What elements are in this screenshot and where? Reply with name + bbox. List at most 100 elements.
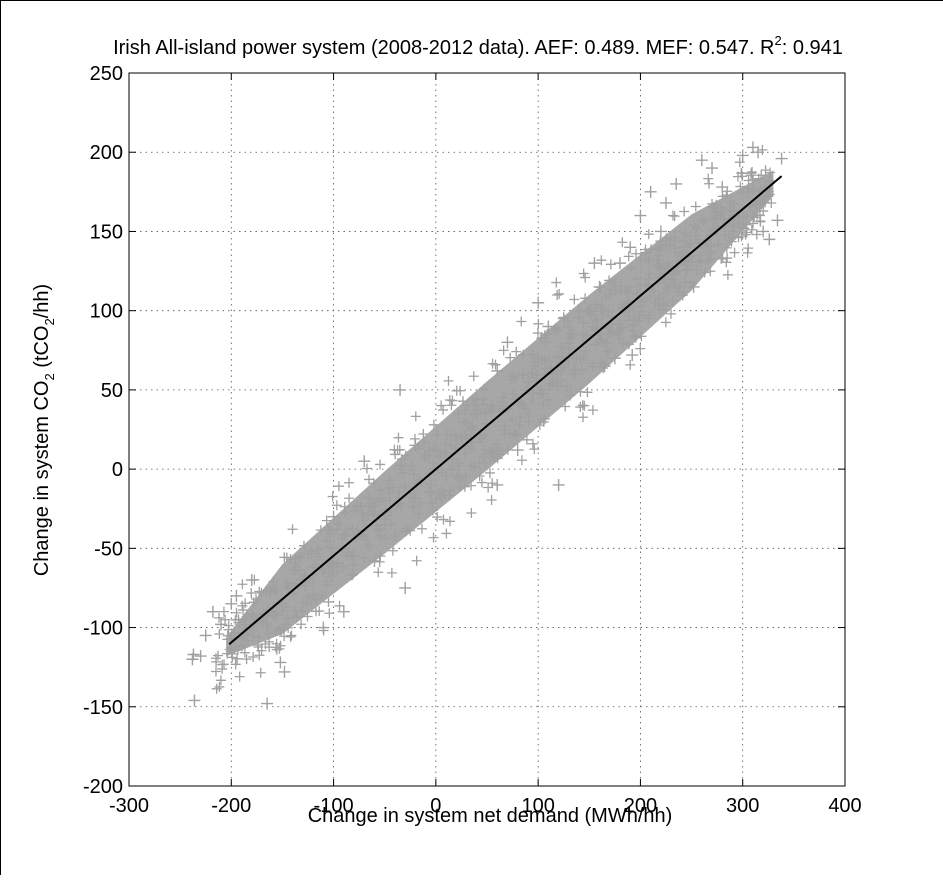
scatter-filler-marker (578, 268, 589, 279)
scatter-filler-marker (694, 255, 705, 266)
scatter-filler-marker (416, 523, 427, 534)
scatter-filler-marker (458, 396, 468, 407)
scatter-filler-marker (628, 302, 639, 313)
scatter-filler-marker (747, 166, 758, 177)
scatter-point (348, 550, 361, 563)
scatter-filler-marker (713, 239, 724, 250)
scatter-filler-marker (390, 449, 401, 460)
scatter-filler-marker (231, 607, 242, 618)
scatter-filler-marker (632, 288, 643, 299)
scatter-filler-marker (543, 394, 554, 405)
scatter-point (624, 241, 637, 254)
scatter-filler-marker (431, 445, 442, 456)
scatter-filler-marker (664, 240, 675, 251)
scatter-filler-marker (502, 444, 513, 455)
scatter-filler-marker (395, 460, 406, 471)
scatter-filler-marker (678, 246, 689, 257)
scatter-filler-marker (361, 463, 372, 474)
scatter-filler-marker (568, 329, 579, 340)
regression-line-group (228, 175, 783, 645)
scatter-filler-marker (254, 650, 265, 661)
scatter-filler-marker (302, 592, 313, 603)
scatter-point (440, 447, 453, 460)
scatter-filler-marker (397, 467, 408, 478)
scatter-filler-marker (428, 457, 439, 468)
scatter-point (603, 288, 616, 301)
scatter-filler-marker (544, 380, 555, 391)
scatter-filler-marker (393, 432, 404, 443)
scatter-filler-marker (498, 345, 509, 356)
figure-border-left (0, 0, 1, 875)
scatter-filler-marker (725, 204, 736, 215)
scatter-filler-marker (287, 524, 298, 535)
scatter-filler-marker (596, 300, 607, 311)
scatter-filler-marker (331, 557, 342, 568)
scatter-filler-marker (709, 207, 720, 218)
scatter-filler-marker (364, 540, 375, 551)
scatter-filler-marker (373, 525, 384, 536)
scatter-filler-marker (271, 644, 282, 655)
scatter-filler-marker (467, 443, 478, 454)
scatter-filler-marker (315, 525, 326, 536)
scatter-filler-marker (635, 343, 646, 354)
scatter-filler-marker (618, 338, 629, 349)
y-tick-label: -100 (83, 618, 123, 640)
scatter-filler-marker (665, 308, 676, 319)
scatter-point (532, 296, 545, 309)
plot-frame (128, 72, 846, 787)
scatter-filler-marker (364, 492, 375, 503)
scatter-point (307, 561, 320, 574)
scatter-filler-marker (386, 567, 397, 578)
scatter-filler-marker (211, 656, 222, 667)
scatter-filler-marker (375, 530, 386, 541)
scatter-filler-marker (562, 381, 573, 392)
scatter-filler-marker (241, 654, 252, 665)
scatter-filler-marker (226, 642, 237, 653)
scatter-filler-marker (460, 471, 471, 482)
scatter-filler-marker (283, 622, 294, 633)
scatter-filler-marker (211, 683, 222, 694)
scatter-filler-marker (669, 268, 680, 279)
scatter-point (695, 154, 708, 167)
scatter-point (491, 478, 504, 491)
scatter-filler-marker (289, 558, 300, 569)
scatter-filler-marker (549, 325, 560, 336)
scatter-filler-marker (240, 598, 251, 609)
scatter-filler-marker (707, 223, 718, 234)
scatter-filler-marker (380, 533, 391, 544)
scatter-filler-marker (488, 403, 499, 414)
scatter-filler-marker (394, 444, 405, 455)
scatter-filler-marker (567, 333, 578, 344)
scatter-filler-marker (665, 234, 676, 245)
scatter-filler-marker (597, 309, 608, 320)
x-tick-label: -100 (314, 795, 354, 817)
scatter-filler-marker (748, 185, 759, 196)
scatter-filler-marker (669, 280, 680, 291)
scatter-point (771, 214, 784, 227)
scatter-point (716, 181, 729, 194)
scatter-filler-marker (399, 481, 410, 492)
scatter-filler-marker (654, 261, 665, 272)
regression-line (228, 175, 783, 645)
scatter-filler-marker (652, 254, 663, 265)
scatter-filler-marker (655, 236, 666, 247)
scatter-filler-marker (729, 247, 740, 258)
scatter-filler-marker (518, 349, 529, 360)
scatter-filler-marker (670, 243, 681, 254)
scatter-filler-marker (537, 388, 548, 399)
scatter-filler-marker (299, 581, 310, 592)
scatter-filler-marker (560, 401, 571, 412)
scatter-point (501, 336, 514, 349)
scatter-filler-marker (516, 316, 527, 327)
scatter-filler-marker (614, 318, 625, 329)
scatter-filler-marker (474, 470, 485, 481)
scatter-filler-marker (634, 310, 645, 321)
scatter-filler-marker (722, 186, 733, 197)
scatter-filler-marker (367, 506, 378, 517)
scatter-filler-marker (261, 585, 272, 596)
scatter-filler-marker (555, 341, 566, 352)
scatter-filler-marker (575, 402, 586, 413)
scatter-filler-marker (441, 429, 452, 440)
y-tick-label: 250 (90, 63, 123, 85)
